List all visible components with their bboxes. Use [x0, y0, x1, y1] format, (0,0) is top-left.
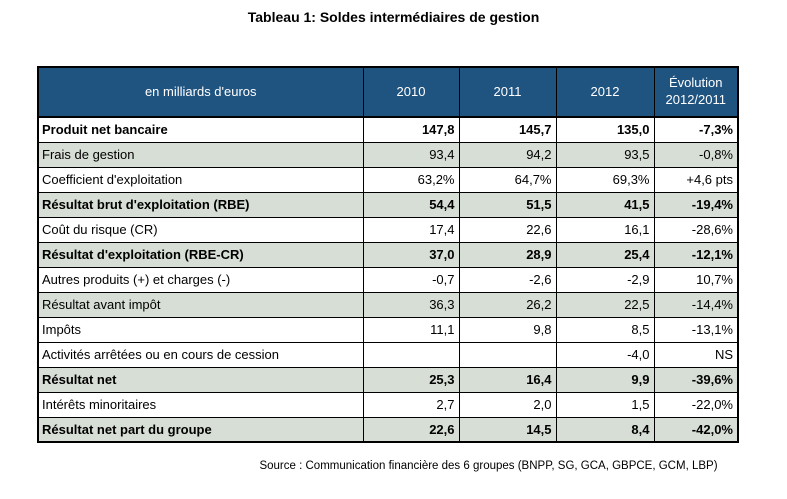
value-2010: 2,7 — [362, 391, 460, 418]
value-2010: 63,2% — [362, 166, 460, 193]
row-label: Résultat net — [37, 366, 364, 393]
row-label: Frais de gestion — [37, 141, 364, 168]
table-row: Coefficient d'exploitation 63,2% 64,7% 6… — [37, 166, 739, 193]
value-evolution: -7,3% — [653, 116, 739, 143]
value-2012: 9,9 — [555, 366, 655, 393]
value-evolution: -13,1% — [653, 316, 739, 343]
value-2010: 93,4 — [362, 141, 460, 168]
row-label: Résultat brut d'exploitation (RBE) — [37, 191, 364, 218]
value-2010: 37,0 — [362, 241, 460, 268]
value-evolution: -19,4% — [653, 191, 739, 218]
value-evolution: -14,4% — [653, 291, 739, 318]
column-header-2010: 2010 — [362, 66, 460, 118]
table-title: Tableau 1: Soldes intermédiaires de gest… — [247, 9, 540, 25]
value-2012: 69,3% — [555, 166, 655, 193]
value-evolution: -12,1% — [653, 241, 739, 268]
row-label: Coefficient d'exploitation — [37, 166, 364, 193]
row-label: Produit net bancaire — [37, 116, 364, 143]
value-2011: 14,5 — [458, 416, 557, 443]
table-row: Résultat brut d'exploitation (RBE) 54,4 … — [37, 191, 739, 218]
value-evolution: -42,0% — [653, 416, 739, 443]
header-row: en milliards d'euros 2010 2011 2012 Évol… — [37, 66, 739, 118]
value-2011: 94,2 — [458, 141, 557, 168]
column-header-2011: 2011 — [458, 66, 557, 118]
row-label: Activités arrêtées ou en cours de cessio… — [37, 341, 364, 368]
value-2012: 8,5 — [555, 316, 655, 343]
value-2011 — [458, 341, 557, 368]
table-row: Résultat net part du groupe 22,6 14,5 8,… — [37, 416, 739, 443]
value-evolution: -28,6% — [653, 216, 739, 243]
table-row: Activités arrêtées ou en cours de cessio… — [37, 341, 739, 368]
value-2011: -2,6 — [458, 266, 557, 293]
value-evolution: NS — [653, 341, 739, 368]
column-header-unit: en milliards d'euros — [37, 66, 364, 118]
value-2010: 147,8 — [362, 116, 460, 143]
value-2010: 25,3 — [362, 366, 460, 393]
value-2012: 41,5 — [555, 191, 655, 218]
value-2012: -4,0 — [555, 341, 655, 368]
value-2012: 25,4 — [555, 241, 655, 268]
value-2012: 16,1 — [555, 216, 655, 243]
sig-table: en milliards d'euros 2010 2011 2012 Évol… — [37, 66, 739, 443]
row-label: Coût du risque (CR) — [37, 216, 364, 243]
source-note: Source : Communication financière des 6 … — [259, 460, 718, 472]
value-2010: 11,1 — [362, 316, 460, 343]
value-2012: 1,5 — [555, 391, 655, 418]
value-2010: 54,4 — [362, 191, 460, 218]
table-row: Produit net bancaire 147,8 145,7 135,0 -… — [37, 116, 739, 143]
table-row: Autres produits (+) et charges (-) -0,7 … — [37, 266, 739, 293]
value-2011: 145,7 — [458, 116, 557, 143]
row-label: Résultat net part du groupe — [37, 416, 364, 443]
value-2011: 64,7% — [458, 166, 557, 193]
table-row: Résultat net 25,3 16,4 9,9 -39,6% — [37, 366, 739, 393]
value-2011: 28,9 — [458, 241, 557, 268]
table-row: Impôts 11,1 9,8 8,5 -13,1% — [37, 316, 739, 343]
table-row: Résultat d'exploitation (RBE-CR) 37,0 28… — [37, 241, 739, 268]
value-evolution: +4,6 pts — [653, 166, 739, 193]
table-row: Frais de gestion 93,4 94,2 93,5 -0,8% — [37, 141, 739, 168]
value-evolution: -39,6% — [653, 366, 739, 393]
value-2012: 135,0 — [555, 116, 655, 143]
value-2010: 17,4 — [362, 216, 460, 243]
column-header-2012: 2012 — [555, 66, 655, 118]
row-label: Résultat d'exploitation (RBE-CR) — [37, 241, 364, 268]
value-2010: -0,7 — [362, 266, 460, 293]
table-row: Coût du risque (CR) 17,4 22,6 16,1 -28,6… — [37, 216, 739, 243]
value-2012: 93,5 — [555, 141, 655, 168]
column-header-evolution: Évolution 2012/2011 — [653, 66, 739, 118]
row-label: Résultat avant impôt — [37, 291, 364, 318]
value-2010: 36,3 — [362, 291, 460, 318]
table-row: Résultat avant impôt 36,3 26,2 22,5 -14,… — [37, 291, 739, 318]
value-2012: -2,9 — [555, 266, 655, 293]
value-2011: 9,8 — [458, 316, 557, 343]
row-label: Autres produits (+) et charges (-) — [37, 266, 364, 293]
value-evolution: -22,0% — [653, 391, 739, 418]
value-2012: 8,4 — [555, 416, 655, 443]
value-2010: 22,6 — [362, 416, 460, 443]
value-2011: 2,0 — [458, 391, 557, 418]
value-2011: 16,4 — [458, 366, 557, 393]
value-2012: 22,5 — [555, 291, 655, 318]
row-label: Impôts — [37, 316, 364, 343]
value-2011: 22,6 — [458, 216, 557, 243]
value-2011: 51,5 — [458, 191, 557, 218]
value-2011: 26,2 — [458, 291, 557, 318]
row-label: Intérêts minoritaires — [37, 391, 364, 418]
value-evolution: -0,8% — [653, 141, 739, 168]
value-2010 — [362, 341, 460, 368]
table-row: Intérêts minoritaires 2,7 2,0 1,5 -22,0% — [37, 391, 739, 418]
value-evolution: 10,7% — [653, 266, 739, 293]
